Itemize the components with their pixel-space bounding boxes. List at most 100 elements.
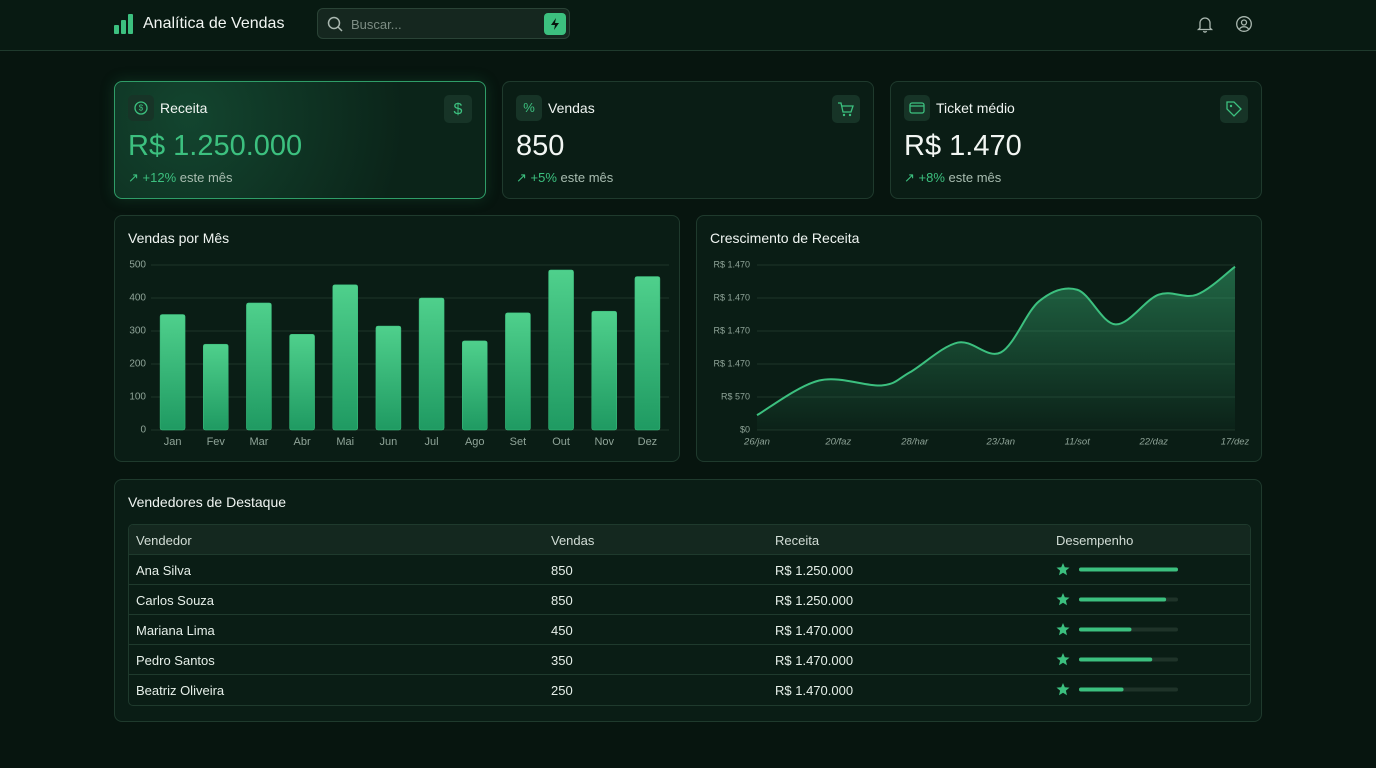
kpi-change-value: +8% <box>918 170 945 185</box>
cell: 350 <box>551 653 573 668</box>
kpi-change: ↗ +5% este mês <box>516 170 613 186</box>
x-tick-label: Jul <box>425 436 439 448</box>
performance-cell <box>1056 652 1186 671</box>
y-tick-label: 400 <box>129 293 146 304</box>
cell: 450 <box>551 623 573 638</box>
kpi-card: Ticket médio R$ 1.470 ↗ +8% este mês <box>890 81 1262 199</box>
bar <box>505 312 531 431</box>
table-row: Pedro Santos 350 R$ 1.470.000 <box>129 644 1250 675</box>
cell: Carlos Souza <box>136 593 215 608</box>
x-tick-label: Jun <box>380 436 398 448</box>
cell: R$ 1.470.000 <box>775 683 854 698</box>
search-box[interactable]: Buscar... <box>317 8 570 39</box>
cell: Mariana Lima <box>136 623 215 638</box>
line-chart-card: Crescimento de Receita $0 R$ 570 R$ 1.470 R… <box>696 215 1262 462</box>
area-chart: $0 R$ 570 R$ 1.470 R$ 1.470 R$ 1.470 R$ 1.470… <box>713 259 1250 448</box>
app-title: Analítica de Vendas <box>143 15 285 32</box>
performance-bar <box>1056 683 1178 696</box>
cell: Pedro Santos <box>136 653 215 668</box>
y-tick-label: 500 <box>129 260 146 271</box>
logo <box>114 14 133 34</box>
cell: R$ 1.250.000 <box>775 593 854 608</box>
x-tick-label: Abr <box>294 436 311 448</box>
kpi-icon: % <box>516 95 542 121</box>
cell: R$ 1.470.000 <box>775 623 854 638</box>
table-card: Vendedores de Destaque Vendedor Vendas Rec… <box>114 479 1262 722</box>
performance-fill <box>1079 627 1132 632</box>
kpi-label: Vendas <box>548 100 595 116</box>
performance-bar <box>1056 593 1178 606</box>
chart-title: Crescimento de Receita <box>710 230 860 246</box>
user-icon[interactable] <box>1235 15 1253 33</box>
y-tick-label: $0 <box>740 424 750 434</box>
search-icon <box>327 16 343 32</box>
star-icon <box>1056 593 1070 606</box>
cell: Beatriz Oliveira <box>136 683 225 698</box>
column-header: Vendedor <box>136 533 192 548</box>
star-icon <box>1056 683 1070 696</box>
kpi-period: este mês <box>948 170 1002 185</box>
table-row: Ana Silva 850 R$ 1.250.000 <box>129 554 1250 585</box>
x-tick-label: Mai <box>336 436 354 448</box>
x-tick-label: 20/faz <box>824 437 851 448</box>
kpi-change-value: +5% <box>530 170 557 185</box>
kpi-card: % Vendas 850 ↗ +5% este mês <box>502 81 874 199</box>
table-row: Mariana Lima 450 R$ 1.470.000 <box>129 614 1250 645</box>
performance-cell <box>1056 622 1186 641</box>
trend-icon: ↗ <box>904 170 919 185</box>
bar <box>375 325 402 431</box>
kpi-change-value: +12% <box>142 170 177 185</box>
kpi-action-icon <box>1220 95 1248 123</box>
x-tick-label: 17/dez <box>1221 437 1250 448</box>
performance-cell <box>1056 562 1186 581</box>
cell: R$ 1.470.000 <box>775 653 854 668</box>
y-tick-label: R$ 1.470 <box>713 259 750 269</box>
kpi-change: ↗ +12% este mês <box>128 170 233 186</box>
table: Vendedor Vendas Receita Desempenho Ana Silva… <box>128 524 1251 706</box>
performance-bar <box>1056 563 1178 576</box>
kpi-action-icon: $ <box>444 95 472 123</box>
performance-bar <box>1056 653 1178 666</box>
kpi-value: R$ 1.470 <box>904 130 1022 162</box>
kpi-value: R$ 1.250.000 <box>128 130 303 162</box>
x-tick-label: Dez <box>638 436 658 448</box>
kpi-change: ↗ +8% este mês <box>904 170 1001 186</box>
x-tick-label: 28/har <box>900 437 929 448</box>
performance-cell <box>1056 682 1186 701</box>
header: Analítica de Vendas Buscar... <box>0 0 1376 51</box>
line <box>756 265 1236 417</box>
bar <box>591 310 617 431</box>
y-tick-label: 300 <box>129 326 146 337</box>
bar <box>418 297 445 431</box>
svg-text:$: $ <box>139 104 144 113</box>
kpi-period: este mês <box>179 170 233 185</box>
kpi-icon: $ <box>128 95 154 121</box>
performance-fill <box>1079 687 1124 692</box>
bar-chart-card: Vendas por Mês 0 100 200 300 400 500 Jan Fev Mar… <box>114 215 680 462</box>
svg-text:%: % <box>523 100 535 115</box>
bar <box>634 276 661 431</box>
star-icon <box>1056 653 1070 666</box>
performance-fill <box>1079 597 1167 602</box>
notification-icon[interactable] <box>1196 15 1214 33</box>
trend-icon: ↗ <box>128 170 143 185</box>
performance-cell <box>1056 592 1186 611</box>
table-title: Vendedores de Destaque <box>128 494 287 510</box>
star-icon <box>1056 623 1070 636</box>
y-tick-label: 200 <box>129 359 146 370</box>
performance-bar <box>1056 623 1178 636</box>
bar <box>462 340 488 431</box>
x-tick-label: Out <box>552 436 570 448</box>
svg-text:$: $ <box>454 101 463 118</box>
bar <box>289 334 315 431</box>
cell: R$ 1.250.000 <box>775 563 854 578</box>
search-action[interactable] <box>544 13 566 35</box>
bar <box>159 314 186 431</box>
kpi-action-icon <box>832 95 860 123</box>
chart-title: Vendas por Mês <box>128 230 230 246</box>
bar-chart: 0 100 200 300 400 500 Jan Fev Mar Abr Mai Jun Jul Ago… <box>129 260 669 448</box>
performance-fill <box>1079 657 1153 662</box>
kpi-period: este mês <box>560 170 614 185</box>
column-header: Vendas <box>551 533 595 548</box>
